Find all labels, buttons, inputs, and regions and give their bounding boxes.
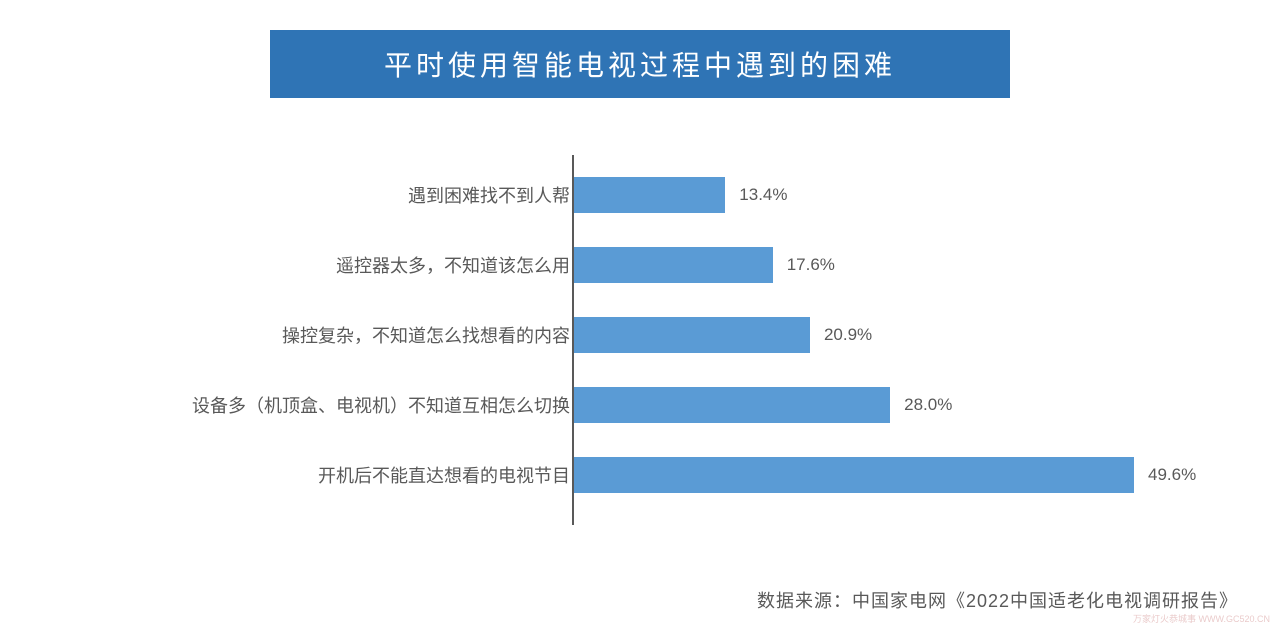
bar-rect <box>574 247 773 283</box>
bar-label: 开机后不能直达想看的电视节目 <box>318 462 570 488</box>
chart-title-text: 平时使用智能电视过程中遇到的困难 <box>384 44 896 84</box>
bar-value: 20.9% <box>824 325 872 345</box>
bar-row: 操控复杂，不知道怎么找想看的内容 20.9% <box>100 317 1180 353</box>
watermark-line: 万家灯火恭城事 WWW.GC520.CN <box>1133 615 1270 625</box>
bar-rect <box>574 177 725 213</box>
watermark: 万家灯火恭城事 WWW.GC520.CN <box>1133 615 1270 625</box>
bar-rect <box>574 387 890 423</box>
bar-row: 开机后不能直达想看的电视节目49.6% <box>100 457 1180 493</box>
bar-label: 操控复杂，不知道怎么找想看的内容 <box>282 322 570 348</box>
bar-value: 13.4% <box>739 185 787 205</box>
bar-rect <box>574 457 1134 493</box>
bar-value: 17.6% <box>787 255 835 275</box>
bar-row: 设备多（机顶盒、电视机）不知道互相怎么切换 28.0% <box>100 387 1180 423</box>
chart-area: 遇到困难找不到人帮 13.4% 遥控器太多，不知道该怎么用 17.6% 操控复杂，不知道… <box>100 155 1180 555</box>
bar-label: 遥控器太多，不知道该怎么用 <box>336 252 570 278</box>
bar-value: 28.0% <box>904 395 952 415</box>
bar-label: 遇到困难找不到人帮 <box>408 182 570 208</box>
bar-row: 遇到困难找不到人帮 13.4% <box>100 177 1180 213</box>
chart-title-banner: 平时使用智能电视过程中遇到的困难 <box>270 30 1010 98</box>
bar-rect <box>574 317 810 353</box>
bar-row: 遥控器太多，不知道该怎么用 17.6% <box>100 247 1180 283</box>
bar-value: 49.6% <box>1148 465 1196 485</box>
data-source-text: 数据来源：中国家电网《2022中国适老化电视调研报告》 <box>757 591 1238 611</box>
bar-label: 设备多（机顶盒、电视机）不知道互相怎么切换 <box>192 392 570 418</box>
data-source: 数据来源：中国家电网《2022中国适老化电视调研报告》 <box>757 587 1238 613</box>
